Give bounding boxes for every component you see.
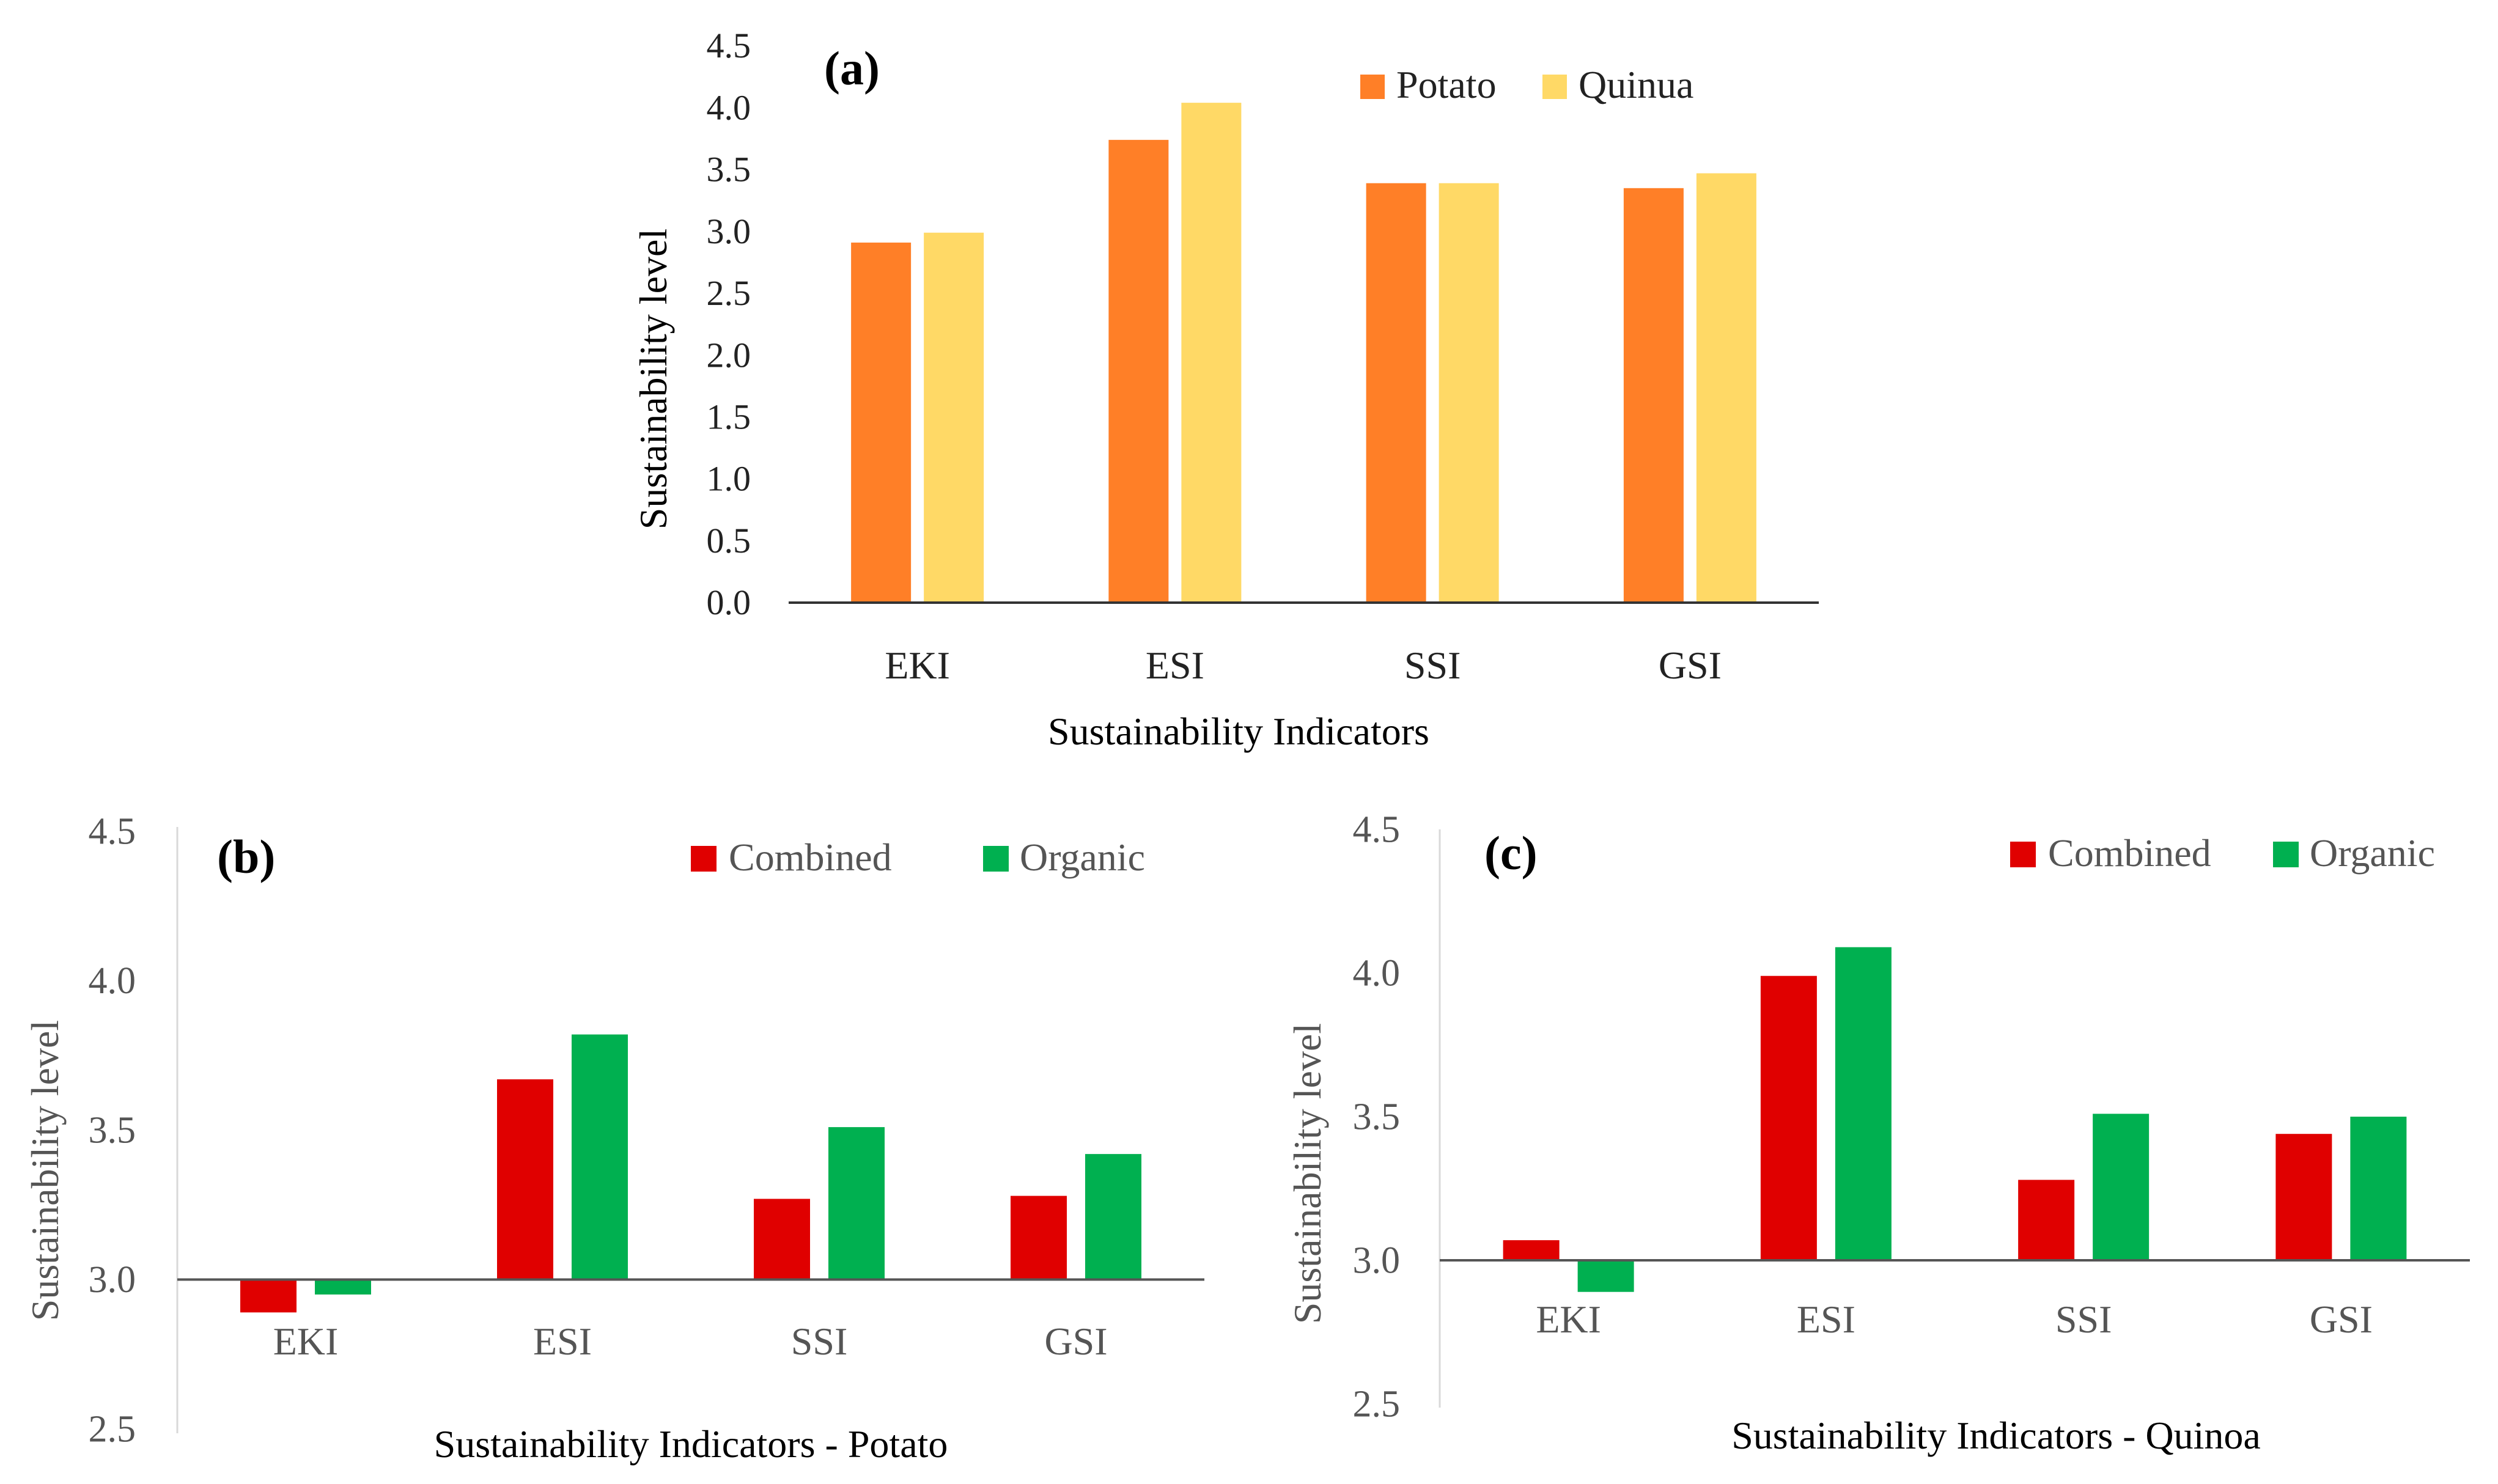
x-tick-label: ESI <box>1146 644 1204 687</box>
bar-combined-eki <box>240 1279 297 1313</box>
bar-combined-gsi <box>2275 1134 2332 1260</box>
y-tick-label: 0.0 <box>707 582 751 622</box>
y-tick-label: 2.0 <box>707 335 751 375</box>
chart-panel-b: (b) Sustainability level Sustainability … <box>23 810 1204 1466</box>
legend-label-organic: Organic <box>1020 836 1145 879</box>
panel-label: (c) <box>1484 826 1538 880</box>
x-tick-label: EKI <box>885 644 950 687</box>
y-tick-label: 3.5 <box>89 1109 136 1151</box>
legend-label-quinua: Quinua <box>1579 63 1693 106</box>
bar-quinua-ssi <box>1439 183 1499 603</box>
bar-combined-ssi <box>2018 1180 2075 1260</box>
bar-combined-eki <box>1503 1240 1560 1260</box>
bar-organic-esi <box>1835 947 1892 1260</box>
x-tick-label: GSI <box>1659 644 1722 687</box>
bar-organic-esi <box>572 1034 628 1280</box>
x-axis-label: Sustainability Indicators <box>1048 710 1429 753</box>
bar-combined-esi <box>1760 975 1817 1260</box>
x-tick-label: SSI <box>2055 1298 2112 1341</box>
x-tick-label: EKI <box>1536 1298 1601 1341</box>
legend-swatch-combined <box>691 846 717 872</box>
y-tick-label: 1.5 <box>707 397 751 436</box>
bar-potato-esi <box>1108 139 1169 603</box>
y-tick-label: 3.5 <box>707 150 751 189</box>
bar-organic-ssi <box>2093 1114 2150 1260</box>
y-axis-label: Sustainability level <box>23 1020 67 1321</box>
y-tick-label: 4.0 <box>707 87 751 127</box>
y-tick-label: 3.0 <box>707 211 751 251</box>
legend-swatch-potato <box>1360 75 1385 99</box>
x-tick-label: ESI <box>1797 1298 1855 1341</box>
legend-swatch-combined <box>2010 842 2036 867</box>
x-tick-label: ESI <box>533 1320 592 1363</box>
bar-quinua-gsi <box>1696 173 1756 603</box>
legend: Potato Quinua <box>1360 63 1693 106</box>
legend-label-combined: Combined <box>2048 831 2211 875</box>
x-axis-label: Sustainability Indicators - Potato <box>434 1422 948 1466</box>
panel-label: (a) <box>824 42 880 95</box>
x-tick-label: SSI <box>791 1320 848 1363</box>
y-tick-label: 2.5 <box>89 1408 136 1450</box>
bar-organic-eki <box>1577 1260 1634 1292</box>
bar-combined-ssi <box>754 1199 810 1280</box>
bar-organic-gsi <box>2350 1117 2407 1260</box>
y-axis-label: Sustainability level <box>1286 1023 1329 1324</box>
legend-swatch-quinua <box>1542 75 1567 99</box>
bar-potato-ssi <box>1366 183 1426 603</box>
y-tick-label: 3.0 <box>1353 1240 1401 1281</box>
legend-label-combined: Combined <box>729 836 892 879</box>
bar-quinua-esi <box>1181 103 1242 603</box>
legend-label-organic: Organic <box>2310 831 2435 875</box>
legend: Combined Organic <box>2010 831 2435 875</box>
y-tick-label: 2.5 <box>1353 1383 1401 1425</box>
chart-panel-a: (a) Sustainability level Sustainability … <box>632 26 1819 753</box>
y-tick-label: 4.5 <box>1353 809 1401 850</box>
bar-organic-gsi <box>1085 1154 1141 1280</box>
panel-label: (b) <box>217 830 275 883</box>
bar-organic-ssi <box>828 1127 885 1280</box>
bar-potato-eki <box>851 242 912 603</box>
x-axis-label: Sustainability Indicators - Quinoa <box>1731 1414 2261 1457</box>
legend: Combined Organic <box>691 836 1145 879</box>
y-tick-label: 4.0 <box>1353 952 1401 994</box>
bar-organic-eki <box>315 1279 371 1295</box>
bar-combined-esi <box>497 1079 553 1280</box>
x-tick-label: GSI <box>1044 1320 1107 1363</box>
bar-potato-gsi <box>1623 188 1684 603</box>
x-tick-label: SSI <box>1404 644 1461 687</box>
x-tick-label: GSI <box>2310 1298 2373 1341</box>
bar-quinua-eki <box>924 232 984 603</box>
chart-panel-c: (c) Sustainability level Sustainability … <box>1286 809 2470 1457</box>
x-tick-label: EKI <box>273 1320 339 1363</box>
y-tick-label: 4.0 <box>89 960 136 1002</box>
y-tick-label: 1.0 <box>707 459 751 499</box>
y-axis-label: Sustainability level <box>632 229 675 529</box>
y-tick-label: 2.5 <box>707 273 751 313</box>
y-tick-label: 4.5 <box>707 26 751 65</box>
y-tick-label: 0.5 <box>707 521 751 560</box>
legend-label-potato: Potato <box>1396 63 1497 106</box>
legend-swatch-organic <box>983 846 1009 872</box>
y-tick-label: 3.0 <box>89 1259 136 1301</box>
y-tick-label: 3.5 <box>1353 1096 1401 1137</box>
legend-swatch-organic <box>2273 842 2299 867</box>
bar-combined-gsi <box>1011 1196 1067 1280</box>
y-tick-label: 4.5 <box>89 810 136 852</box>
